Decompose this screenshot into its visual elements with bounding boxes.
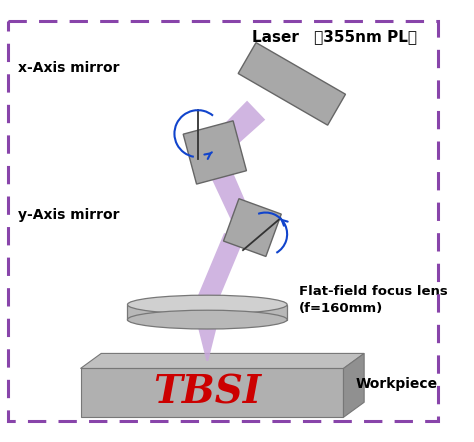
Text: x-Axis mirror: x-Axis mirror [18,61,119,75]
Polygon shape [205,154,250,220]
Polygon shape [81,369,344,417]
Text: y-Axis mirror: y-Axis mirror [18,208,119,222]
Polygon shape [344,354,364,417]
Ellipse shape [128,295,287,314]
Text: TBSI: TBSI [153,374,261,412]
Polygon shape [207,101,265,158]
Text: Laser （355nm PL）: Laser （355nm PL） [252,30,418,45]
Polygon shape [183,121,246,184]
Polygon shape [224,199,281,256]
Polygon shape [238,42,346,125]
Polygon shape [198,233,243,304]
Polygon shape [197,301,218,324]
Text: Workpiece: Workpiece [356,377,438,392]
Polygon shape [197,324,218,361]
Text: Flat-field focus lens
(f=160mm): Flat-field focus lens (f=160mm) [300,285,448,315]
Ellipse shape [128,310,287,329]
Polygon shape [81,354,364,369]
Bar [128,305,287,320]
